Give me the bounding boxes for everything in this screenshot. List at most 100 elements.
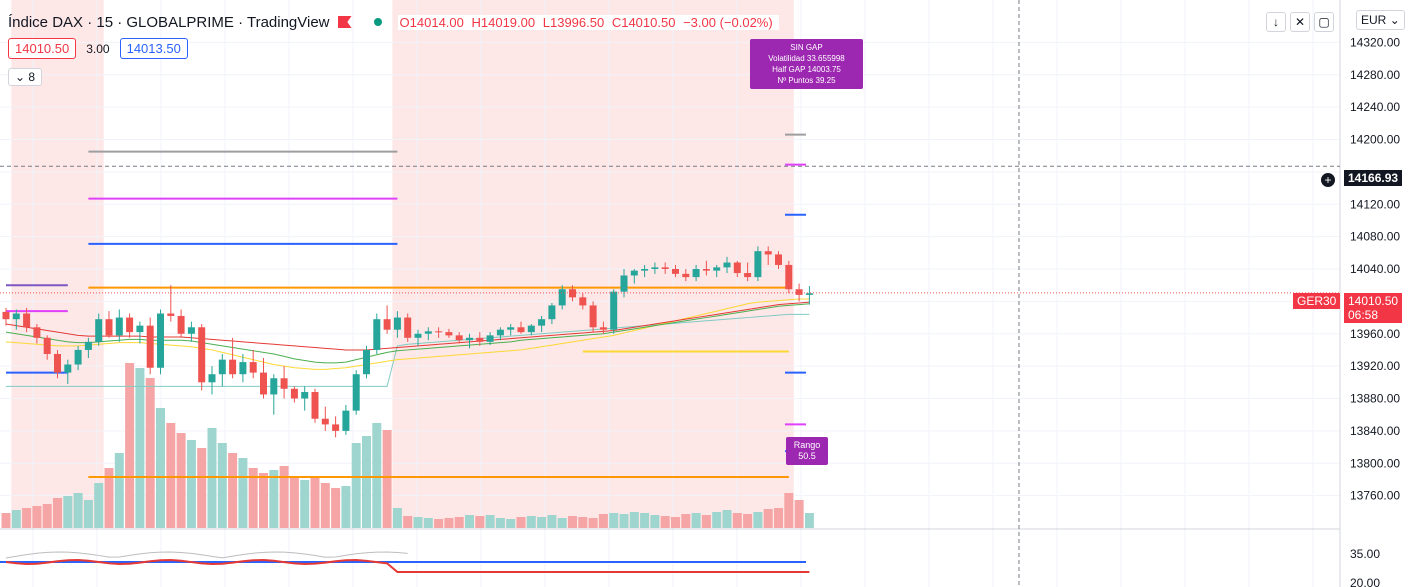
gap-points: Nº Puntos 39.25 <box>777 76 836 85</box>
symbol-price-tag: GER30 <box>1293 293 1341 309</box>
volume-bar <box>32 506 42 528</box>
candle-body <box>466 337 473 341</box>
bar-countdown: 06:58 <box>1348 308 1379 322</box>
candle-body <box>290 388 298 399</box>
gap-volatility: Volatilidad 33.655998 <box>768 54 845 63</box>
volume-bar <box>701 515 711 528</box>
candle-body <box>424 331 432 334</box>
bid-ask-row: 14010.50 3.00 14013.50 <box>8 38 188 59</box>
symbol-title[interactable]: Índice DAX · 15 · GLOBALPRIME · TradingV… <box>8 13 330 31</box>
chart-header: Índice DAX · 15 · GLOBALPRIME · TradingV… <box>8 11 779 33</box>
candle-body <box>764 251 772 255</box>
volume-bar <box>516 517 526 528</box>
candle-body <box>805 293 813 295</box>
volume-bar <box>11 510 21 528</box>
candle-body <box>754 251 762 278</box>
candle-body <box>445 332 453 336</box>
volume-bar <box>1 513 11 528</box>
candle-body <box>496 329 504 336</box>
indicators-count: 8 <box>28 70 36 84</box>
candle-body <box>486 335 494 342</box>
volume-bar <box>691 513 701 528</box>
volume-bar <box>578 517 588 528</box>
volume-bar <box>743 514 753 528</box>
volume-bar <box>382 430 392 528</box>
candle-body <box>795 289 803 295</box>
volume-bar <box>269 470 279 528</box>
volume-bar <box>228 453 238 528</box>
candle-body <box>311 392 319 419</box>
volume-bar <box>300 480 310 528</box>
volume-bar <box>104 468 114 528</box>
volume-bar <box>732 513 742 528</box>
candle-body <box>352 374 360 411</box>
volume-bar <box>259 473 268 528</box>
candle-body <box>383 319 391 330</box>
candle-body <box>218 359 226 375</box>
candle-body <box>651 267 659 269</box>
volume-bar <box>289 478 299 528</box>
candle-body <box>507 327 515 330</box>
candle-body <box>187 327 195 334</box>
volume-bar <box>609 513 619 528</box>
candle-body <box>2 311 10 320</box>
volume-bar <box>640 513 650 528</box>
candle-body <box>744 273 752 278</box>
price-tick-label: 14120.00 <box>1350 197 1400 211</box>
volume-bar <box>763 509 773 528</box>
candle-body <box>589 305 597 328</box>
volume-bar <box>279 466 289 528</box>
candle-body <box>43 337 51 354</box>
price-tick-label: 13800.00 <box>1350 456 1400 470</box>
collapse-icon[interactable]: ✕ <box>1290 12 1310 32</box>
gap-tooltip: SIN GAP Volatilidad 33.655998 Half GAP 1… <box>750 39 863 89</box>
ask-button[interactable]: 14013.50 <box>119 38 188 59</box>
volume-bar <box>598 514 608 528</box>
plus-icon[interactable]: + <box>1320 172 1336 188</box>
indicators-toggle-button[interactable]: ⌄ 8 <box>8 68 43 86</box>
volume-bar <box>475 516 485 528</box>
arrow-down-icon[interactable]: ↓ <box>1266 12 1286 32</box>
gap-half: Half GAP 14003.75 <box>772 65 841 74</box>
price-tick-label: 14040.00 <box>1350 262 1400 276</box>
volume-bar <box>444 518 454 528</box>
candle-body <box>301 392 309 399</box>
price-tick-label: 14080.00 <box>1350 230 1400 244</box>
rango-title: Rango <box>793 440 821 450</box>
candle-body <box>599 327 607 330</box>
candle-body <box>414 333 422 338</box>
volume-bar <box>804 513 814 528</box>
ma-line-teal <box>6 313 810 387</box>
volume-bar <box>197 448 207 528</box>
volume-bar <box>506 519 516 528</box>
sub-gray-line <box>5 551 408 559</box>
candle-body <box>198 327 206 383</box>
candle-body <box>33 327 41 338</box>
volume-bar <box>217 443 227 528</box>
bid-button[interactable]: 14010.50 <box>8 38 77 59</box>
volume-bar <box>671 517 680 528</box>
currency-select[interactable]: EUR ⌄ <box>1356 10 1405 30</box>
volume-bar <box>94 483 104 528</box>
candle-body <box>785 264 793 290</box>
candle-body <box>641 269 649 271</box>
candle-body <box>23 313 31 328</box>
candle-body <box>146 325 154 368</box>
volume-bar <box>712 512 722 528</box>
candle-body <box>229 359 237 375</box>
flag-icon[interactable] <box>337 16 352 28</box>
volume-bar <box>156 408 165 528</box>
volume-bar <box>135 368 145 528</box>
volume-bar <box>341 486 351 528</box>
candle-body <box>115 317 123 336</box>
gap-title: SIN GAP <box>790 43 823 52</box>
currency-label: EUR <box>1361 13 1387 27</box>
last-price: 14010.50 <box>1348 294 1399 308</box>
volume-bar <box>465 515 474 528</box>
candle-body <box>270 378 278 395</box>
market-status-icon <box>373 18 382 26</box>
volume-bar <box>619 514 629 528</box>
candle-body <box>157 313 164 368</box>
maximize-icon[interactable]: ▢ <box>1314 12 1334 32</box>
